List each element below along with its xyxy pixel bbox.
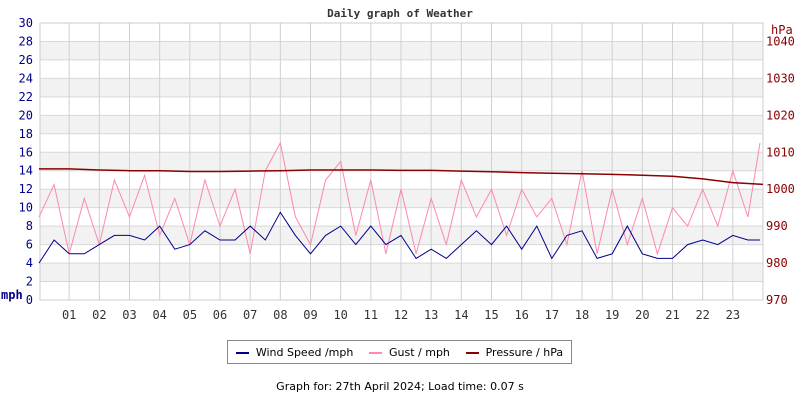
pressure-line: [39, 168, 764, 186]
x-tick-label: 07: [243, 308, 257, 322]
x-tick-label: 23: [726, 308, 740, 322]
x-tick-label: 01: [62, 308, 76, 322]
y-tick-label: 0: [26, 293, 33, 307]
y-axis-label: mph: [1, 288, 23, 302]
y2-tick-label: 990: [766, 219, 788, 233]
y-tick-label: 28: [19, 34, 33, 48]
y-tick-label: 16: [19, 145, 33, 159]
x-tick-label: 03: [122, 308, 136, 322]
pressure-swatch-icon: [465, 351, 479, 354]
wind-swatch-icon: [235, 351, 249, 354]
legend-item-wind: Wind Speed /mph: [235, 345, 354, 359]
legend-item-pressure: Pressure / hPa: [465, 345, 564, 359]
y2-tick-label: 1040: [766, 34, 795, 48]
y-tick-label: 8: [26, 219, 33, 233]
legend-label-pressure: Pressure / hPa: [485, 345, 564, 359]
gust-line: [38, 141, 761, 256]
x-tick-label: 17: [545, 308, 559, 322]
y-tick-label: 4: [26, 256, 33, 270]
x-tick-label: 15: [484, 308, 498, 322]
wind-speed-line: [38, 211, 760, 264]
x-tick-label: 10: [333, 308, 347, 322]
y2-tick-label: 1020: [766, 108, 795, 122]
y-tick-label: 6: [26, 238, 33, 252]
x-tick-label: 22: [695, 308, 709, 322]
y-tick-label: 12: [19, 182, 33, 196]
x-tick-label: 21: [665, 308, 679, 322]
y-tick-label: 22: [19, 90, 33, 104]
y-tick-label: 30: [19, 16, 33, 30]
x-tick-label: 18: [575, 308, 589, 322]
x-tick-label: 09: [303, 308, 317, 322]
x-tick-label: 05: [183, 308, 197, 322]
y-tick-label: 2: [26, 275, 33, 289]
x-tick-label: 02: [92, 308, 106, 322]
x-tick-label: 06: [213, 308, 227, 322]
chart-title: Daily graph of Weather: [327, 7, 473, 20]
y2-tick-label: 980: [766, 256, 788, 270]
y2-tick-label: 970: [766, 293, 788, 307]
x-tick-label: 08: [273, 308, 287, 322]
legend-label-wind: Wind Speed /mph: [255, 345, 354, 359]
x-tick-label: 14: [454, 308, 468, 322]
x-tick-label: 12: [394, 308, 408, 322]
y-tick-label: 24: [19, 71, 33, 85]
y2-tick-label: 1000: [766, 182, 795, 196]
x-tick-label: 11: [364, 308, 378, 322]
weather-chart: 0246810121416182022242628309709809901000…: [1, 7, 795, 322]
legend-item-gust: Gust / mph: [369, 346, 450, 359]
x-tick-label: 13: [424, 308, 438, 322]
gust-swatch-icon: [369, 351, 382, 354]
y2-tick-label: 1030: [766, 71, 795, 85]
y2-tick-label: 1010: [766, 145, 795, 159]
plot-border: [39, 22, 764, 301]
y2-axis-label: hPa: [771, 23, 793, 37]
legend: Wind Speed /mph Gust / mph Pressure / hP…: [227, 340, 572, 364]
x-tick-label: 20: [635, 308, 649, 322]
y-tick-label: 14: [19, 164, 33, 178]
footer-info: Graph for: 27th April 2024; Load time: 0…: [276, 380, 524, 393]
legend-label-gust: Gust / mph: [389, 345, 450, 359]
x-tick-label: 19: [605, 308, 619, 322]
y-tick-label: 20: [19, 108, 33, 122]
x-tick-label: 16: [514, 308, 528, 322]
y-tick-label: 10: [19, 201, 33, 215]
y-tick-label: 18: [19, 127, 33, 141]
x-tick-label: 04: [152, 308, 166, 322]
y-tick-label: 26: [19, 53, 33, 67]
